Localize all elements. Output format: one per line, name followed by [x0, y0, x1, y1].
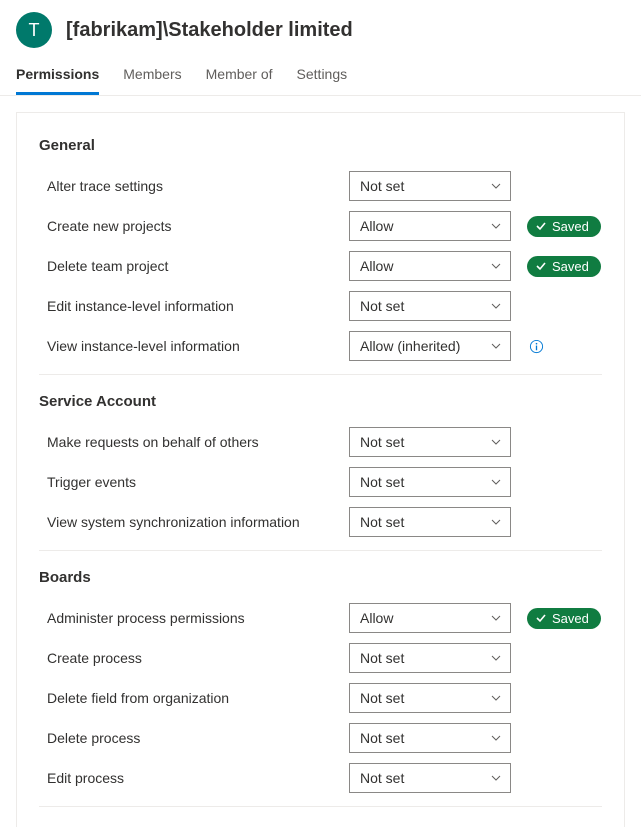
select-value: Not set [360, 730, 404, 746]
tab-settings[interactable]: Settings [297, 56, 348, 95]
perm-label: Alter trace settings [39, 178, 337, 194]
saved-badge: Saved [527, 216, 601, 237]
perm-label: View instance-level information [39, 338, 337, 354]
saved-badge: Saved [527, 256, 601, 277]
chevron-down-icon [490, 436, 502, 448]
select-value: Not set [360, 178, 404, 194]
tab-members[interactable]: Members [123, 56, 181, 95]
section-general: General Alter trace settings Not set Cre… [39, 137, 602, 375]
select-value: Allow [360, 218, 393, 234]
chevron-down-icon [490, 732, 502, 744]
header: T [fabrikam]\Stakeholder limited [0, 0, 641, 56]
perm-label: Delete team project [39, 258, 337, 274]
chevron-down-icon [490, 612, 502, 624]
divider [39, 806, 602, 807]
chevron-down-icon [490, 476, 502, 488]
divider [39, 550, 602, 551]
perm-row: View system synchronization information … [39, 502, 602, 542]
page-title: [fabrikam]\Stakeholder limited [66, 19, 353, 42]
tabs: Permissions Members Member of Settings [0, 56, 641, 96]
divider [39, 374, 602, 375]
saved-label: Saved [552, 219, 589, 234]
select-value: Allow (inherited) [360, 338, 460, 354]
select-value: Not set [360, 434, 404, 450]
saved-label: Saved [552, 611, 589, 626]
perm-row: Create process Not set [39, 638, 602, 678]
select-value: Not set [360, 474, 404, 490]
permissions-panel: General Alter trace settings Not set Cre… [16, 112, 625, 827]
select-value: Allow [360, 610, 393, 626]
info-icon[interactable] [529, 339, 544, 354]
chevron-down-icon [490, 260, 502, 272]
title-name: Stakeholder limited [168, 19, 353, 41]
tab-permissions[interactable]: Permissions [16, 56, 99, 95]
perm-select-view-instance-info[interactable]: Allow (inherited) [349, 331, 511, 361]
section-title: General [39, 137, 602, 154]
chevron-down-icon [490, 692, 502, 704]
check-icon [535, 612, 547, 624]
select-value: Not set [360, 298, 404, 314]
perm-row: View instance-level information Allow (i… [39, 326, 602, 366]
perm-row: Edit process Not set [39, 758, 602, 798]
perm-select-alter-trace[interactable]: Not set [349, 171, 511, 201]
perm-row: Delete process Not set [39, 718, 602, 758]
select-value: Allow [360, 258, 393, 274]
check-icon [535, 220, 547, 232]
perm-select-delete-process[interactable]: Not set [349, 723, 511, 753]
perm-label: Create process [39, 650, 337, 666]
chevron-down-icon [490, 340, 502, 352]
perm-label: Edit instance-level information [39, 298, 337, 314]
perm-label: Create new projects [39, 218, 337, 234]
perm-select-create-projects[interactable]: Allow [349, 211, 511, 241]
avatar: T [16, 12, 52, 48]
perm-label: Administer process permissions [39, 610, 337, 626]
select-value: Not set [360, 770, 404, 786]
perm-label: Edit process [39, 770, 337, 786]
chevron-down-icon [490, 300, 502, 312]
perm-label: Trigger events [39, 474, 337, 490]
section-title: Service Account [39, 393, 602, 410]
perm-row: Edit instance-level information Not set [39, 286, 602, 326]
perm-row: Administer process permissions Allow Sav… [39, 598, 602, 638]
perm-select-view-sync-info[interactable]: Not set [349, 507, 511, 537]
perm-select-edit-process[interactable]: Not set [349, 763, 511, 793]
perm-select-trigger-events[interactable]: Not set [349, 467, 511, 497]
perm-select-delete-team-project[interactable]: Allow [349, 251, 511, 281]
chevron-down-icon [490, 772, 502, 784]
perm-label: Make requests on behalf of others [39, 434, 337, 450]
check-icon [535, 260, 547, 272]
chevron-down-icon [490, 516, 502, 528]
saved-label: Saved [552, 259, 589, 274]
select-value: Not set [360, 650, 404, 666]
select-value: Not set [360, 690, 404, 706]
perm-row: Alter trace settings Not set [39, 166, 602, 206]
perm-row: Trigger events Not set [39, 462, 602, 502]
perm-select-make-requests[interactable]: Not set [349, 427, 511, 457]
chevron-down-icon [490, 220, 502, 232]
perm-select-edit-instance-info[interactable]: Not set [349, 291, 511, 321]
perm-row: Delete field from organization Not set [39, 678, 602, 718]
perm-row: Make requests on behalf of others Not se… [39, 422, 602, 462]
perm-select-admin-process[interactable]: Allow [349, 603, 511, 633]
chevron-down-icon [490, 652, 502, 664]
title-prefix: [fabrikam] [66, 19, 163, 41]
perm-label: Delete process [39, 730, 337, 746]
perm-select-create-process[interactable]: Not set [349, 643, 511, 673]
perm-label: Delete field from organization [39, 690, 337, 706]
perm-label: View system synchronization information [39, 514, 337, 530]
avatar-letter: T [29, 20, 40, 41]
saved-badge: Saved [527, 608, 601, 629]
perm-select-delete-field[interactable]: Not set [349, 683, 511, 713]
tab-member-of[interactable]: Member of [206, 56, 273, 95]
section-boards: Boards Administer process permissions Al… [39, 569, 602, 807]
perm-row: Delete team project Allow Saved [39, 246, 602, 286]
section-service-account: Service Account Make requests on behalf … [39, 393, 602, 551]
select-value: Not set [360, 514, 404, 530]
section-title: Boards [39, 569, 602, 586]
perm-row: Create new projects Allow Saved [39, 206, 602, 246]
chevron-down-icon [490, 180, 502, 192]
